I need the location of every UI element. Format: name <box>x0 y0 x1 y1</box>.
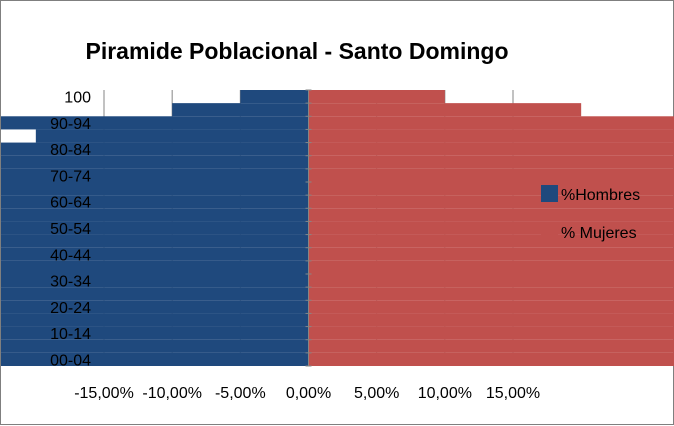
bar-mujeres <box>309 248 674 261</box>
bar-hombres <box>1 340 309 353</box>
bar-hombres <box>1 208 309 221</box>
bar-mujeres <box>309 116 674 129</box>
bar-hombres <box>1 143 308 156</box>
y-tick-label: 00-04 <box>50 352 91 369</box>
bar-hombres <box>1 169 309 182</box>
bar-hombres <box>1 248 309 261</box>
y-tick-label: 60-64 <box>50 195 91 212</box>
y-tick-label: 80-84 <box>50 142 91 159</box>
bar-mujeres <box>309 274 674 287</box>
x-tick-label: 0,00% <box>286 385 331 402</box>
bar-mujeres <box>309 340 674 353</box>
bar-hombres <box>1 261 309 274</box>
bar-hombres <box>1 116 309 129</box>
x-tick-label: 15,00% <box>486 385 540 402</box>
legend-swatch-hombres <box>541 185 558 202</box>
bar-mujeres <box>309 208 674 221</box>
bar-hombres <box>240 90 308 103</box>
chart-title: Piramide Poblacional - Santo Domingo <box>86 38 509 64</box>
bar-mujeres <box>309 156 674 169</box>
y-tick-label: 70-74 <box>50 168 91 185</box>
bar-mujeres <box>309 143 674 156</box>
y-tick-label: 10-14 <box>50 326 91 343</box>
bar-mujeres <box>309 129 674 142</box>
y-tick-label: 100 <box>64 90 91 107</box>
bar-hombres <box>1 221 309 234</box>
bar-hombres <box>172 103 308 116</box>
bar-hombres <box>1 287 309 300</box>
x-tick-label: -5,00% <box>215 385 266 402</box>
y-tick-label: 50-54 <box>50 221 91 238</box>
bar-mujeres <box>309 353 674 366</box>
bar-hombres <box>1 274 309 287</box>
bar-mujeres <box>309 300 674 313</box>
bar-hombres <box>1 313 309 326</box>
bar-mujeres <box>309 327 674 340</box>
bar-hombres <box>1 235 309 248</box>
bar-hombres <box>1 353 309 366</box>
bar-mujeres <box>309 169 674 182</box>
bar-hombres <box>1 182 309 195</box>
bar-hombres <box>1 300 309 313</box>
bar-hombres <box>1 156 309 169</box>
bar-mujeres <box>309 287 674 300</box>
y-tick-label: 90-94 <box>50 116 91 133</box>
y-tick-label: 40-44 <box>50 247 91 264</box>
bar-hombres <box>1 195 309 208</box>
x-tick-label: -15,00% <box>74 385 134 402</box>
x-tick-label: 5,00% <box>354 385 399 402</box>
y-tick-label: 20-24 <box>50 300 91 317</box>
bar-mujeres <box>309 103 582 116</box>
bar-hombres <box>1 327 309 340</box>
x-tick-label: 10,00% <box>418 385 472 402</box>
legend-label-mujeres: % Mujeres <box>561 225 637 242</box>
bar-mujeres <box>309 313 674 326</box>
y-tick-label: 30-34 <box>50 274 91 291</box>
legend-swatch-mujeres <box>541 223 558 240</box>
bar-mujeres <box>309 90 445 103</box>
bar-mujeres <box>309 261 674 274</box>
x-tick-label: -10,00% <box>142 385 202 402</box>
legend-label-hombres: %Hombres <box>561 187 640 204</box>
